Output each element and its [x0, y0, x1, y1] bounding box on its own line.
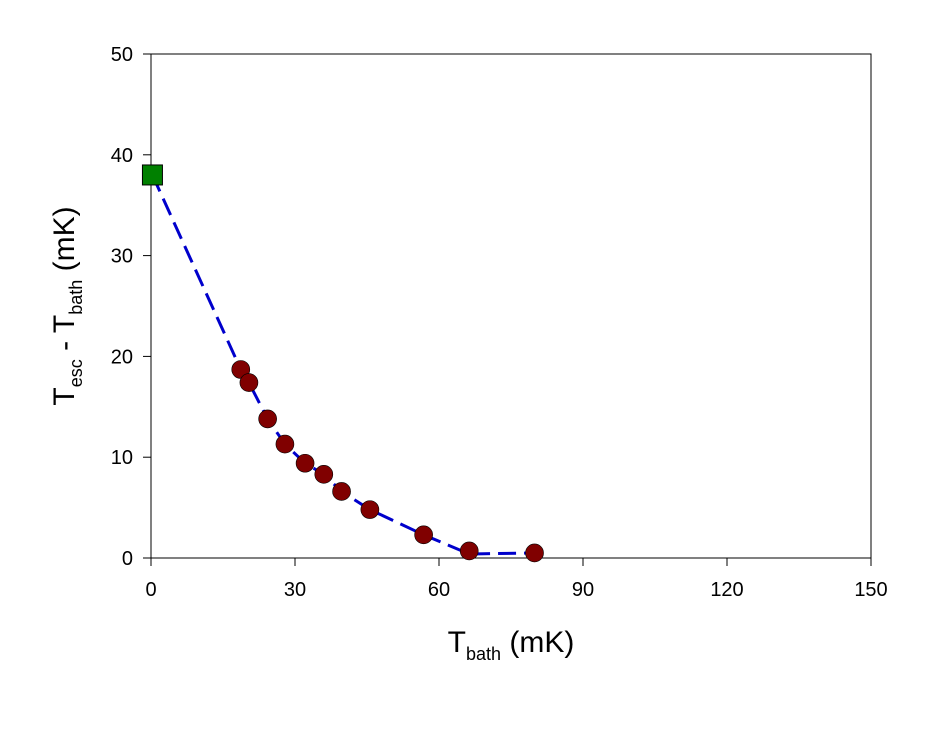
y-tick-label: 20 [111, 346, 133, 368]
y-tick-label: 0 [122, 548, 133, 570]
x-tick-label: 30 [284, 579, 306, 601]
data-point [525, 543, 544, 563]
x-axis-label: Tbath (mK) [448, 626, 575, 664]
data-point [414, 525, 433, 545]
data-point-square [141, 164, 163, 186]
axis-ticks [143, 53, 872, 566]
y-tick-label: 10 [111, 447, 133, 469]
y-axis-label: Tesc - Tbath (mK) [48, 206, 86, 405]
x-tick-label: 0 [145, 579, 156, 601]
data-point [459, 541, 479, 561]
tick-labels: 0 30 60 90 120 150 0 10 20 30 40 50 [111, 44, 888, 601]
data-point [332, 482, 351, 501]
data-point [258, 409, 277, 429]
x-tick-label: 60 [428, 579, 450, 601]
data-point [314, 465, 334, 484]
y-tick-label: 50 [111, 44, 133, 66]
data-point [239, 373, 259, 392]
data-point [360, 500, 380, 519]
data-point [295, 453, 315, 473]
data-point [275, 434, 295, 454]
x-tick-label: 90 [572, 579, 594, 601]
x-tick-label: 150 [854, 579, 887, 601]
y-tick-label: 40 [111, 145, 133, 167]
plot-frame [150, 53, 872, 559]
x-tick-label: 120 [710, 579, 743, 601]
y-tick-label: 30 [111, 246, 133, 268]
data-markers [141, 164, 544, 563]
